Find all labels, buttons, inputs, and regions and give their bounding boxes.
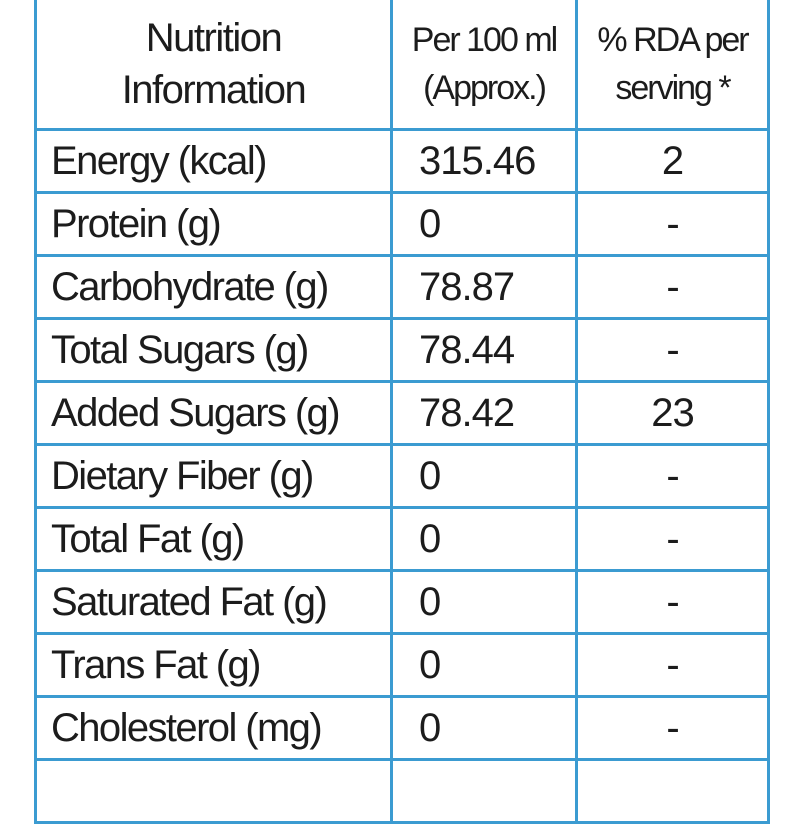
nutrient-name: Total Sugars (g): [34, 317, 393, 383]
nutrient-row: Added Sugars (g) 78.42 23: [34, 380, 770, 446]
nutrient-row: Saturated Fat (g) 0-: [34, 569, 770, 635]
per-100ml-value: 315.46: [390, 128, 578, 194]
page: {"header": [["Nutrition", "Information"]…: [34, 0, 770, 824]
nutrient-name: Total Fat (g): [34, 506, 393, 572]
nutrient-row: Trans Fat (g) 0-: [34, 632, 770, 698]
header-line: serving *: [615, 69, 731, 107]
header-line: (Approx.): [423, 69, 547, 107]
empty-cell: [390, 758, 578, 824]
per-100ml-value: 0: [390, 191, 578, 257]
rda-value: -: [575, 632, 770, 698]
nutrient-name: Dietary Fiber (g): [34, 443, 393, 509]
empty-cell: [34, 758, 393, 824]
nutrient-row: Protein (g) 0-: [34, 191, 770, 257]
rda-value: -: [575, 191, 770, 257]
nutrient-name: Energy (kcal): [34, 128, 393, 194]
header-line: Information: [121, 68, 307, 112]
rda-value: -: [575, 254, 770, 320]
rda-value: -: [575, 317, 770, 383]
rda-value: -: [575, 506, 770, 572]
header-line: % RDA per: [597, 21, 749, 59]
per-100ml-value: 78.87: [390, 254, 578, 320]
per-100ml-value: 0: [390, 695, 578, 761]
cut-off-row: [34, 758, 770, 824]
per-100ml-value: 78.44: [390, 317, 578, 383]
nutrient-row: Energy (kcal) 315.46 2: [34, 128, 770, 194]
table-body: Nutrition Information Per 100 ml (Approx.)%…: [34, 0, 770, 824]
nutrient-name: Saturated Fat (g): [34, 569, 393, 635]
header-line: Nutrition: [145, 16, 283, 60]
rda-value: -: [575, 569, 770, 635]
nutrient-name: Added Sugars (g): [34, 380, 393, 446]
nutrient-row: Total Sugars (g) 78.44-: [34, 317, 770, 383]
nutrient-name: Cholesterol (mg): [34, 695, 393, 761]
nutrient-name: Trans Fat (g): [34, 632, 393, 698]
rda-value: -: [575, 695, 770, 761]
nutrient-row: Dietary Fiber (g) 0-: [34, 443, 770, 509]
nutrient-row: Cholesterol (mg) 0-: [34, 695, 770, 761]
nutrient-name: Protein (g): [34, 191, 393, 257]
nutrient-row: Total Fat (g) 0-: [34, 506, 770, 572]
header-cell: % RDA per serving *: [575, 0, 770, 131]
empty-cell: [575, 758, 770, 824]
nutrient-row: Carbohydrate (g) 78.87-: [34, 254, 770, 320]
header-row: Nutrition Information Per 100 ml (Approx.)%…: [34, 0, 770, 131]
per-100ml-value: 0: [390, 506, 578, 572]
header-cell: Nutrition Information: [34, 0, 393, 131]
per-100ml-value: 0: [390, 569, 578, 635]
per-100ml-value: 0: [390, 443, 578, 509]
rda-value: 23: [575, 380, 770, 446]
per-100ml-value: 78.42: [390, 380, 578, 446]
rda-value: -: [575, 443, 770, 509]
header-cell: Per 100 ml (Approx.): [390, 0, 578, 131]
rda-value: 2: [575, 128, 770, 194]
per-100ml-value: 0: [390, 632, 578, 698]
nutrient-name: Carbohydrate (g): [34, 254, 393, 320]
header-line: Per 100 ml: [411, 21, 558, 59]
nutrition-table: Nutrition Information Per 100 ml (Approx.)%…: [34, 0, 770, 824]
